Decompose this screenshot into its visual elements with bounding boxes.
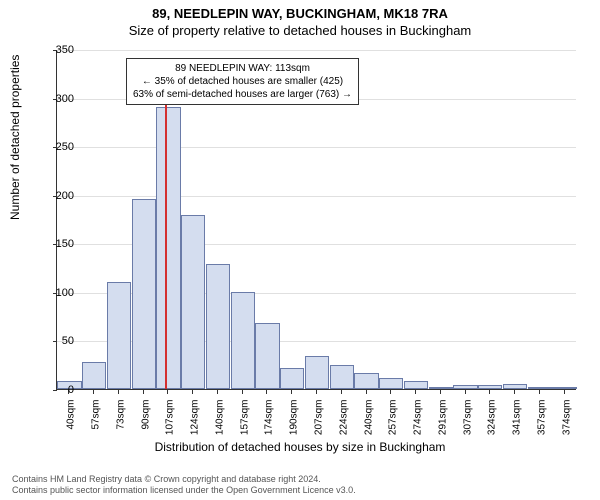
histogram-bar [156, 107, 180, 389]
histogram-bar [404, 381, 428, 389]
histogram-bar [82, 362, 106, 389]
gridline [57, 147, 576, 148]
x-tick-mark [118, 390, 119, 394]
histogram-bar [503, 384, 527, 389]
histogram-bar [255, 323, 279, 389]
x-axis-label: Distribution of detached houses by size … [0, 440, 600, 454]
y-tick-label: 150 [34, 238, 74, 250]
x-tick-mark [217, 390, 218, 394]
histogram-bar [231, 292, 255, 389]
chart-area: 89 NEEDLEPIN WAY: 113sqm ← 35% of detach… [56, 50, 576, 390]
histogram-bar [552, 387, 576, 389]
x-tick-mark [415, 390, 416, 394]
histogram-bar [453, 385, 477, 389]
x-tick-mark [167, 390, 168, 394]
histogram-bar [181, 215, 205, 389]
histogram-bar [379, 378, 403, 389]
y-tick-label: 200 [34, 190, 74, 202]
x-tick-mark [143, 390, 144, 394]
annotation-line1: 89 NEEDLEPIN WAY: 113sqm [133, 62, 352, 75]
x-tick-mark [440, 390, 441, 394]
y-axis-label: Number of detached properties [8, 55, 22, 220]
footer-line2: Contains public sector information licen… [12, 485, 356, 496]
x-tick-mark [366, 390, 367, 394]
footer-attribution: Contains HM Land Registry data © Crown c… [12, 474, 356, 497]
x-tick-mark [93, 390, 94, 394]
y-tick-label: 100 [34, 287, 74, 299]
histogram-bar [280, 368, 304, 389]
chart-subtitle: Size of property relative to detached ho… [0, 21, 600, 38]
histogram-bar [206, 264, 230, 389]
x-tick-mark [266, 390, 267, 394]
annotation-box: 89 NEEDLEPIN WAY: 113sqm ← 35% of detach… [126, 58, 359, 105]
histogram-bar [354, 373, 378, 389]
histogram-bar [132, 199, 156, 389]
y-tick-label: 50 [34, 335, 74, 347]
x-tick-mark [316, 390, 317, 394]
x-tick-mark [390, 390, 391, 394]
histogram-bar [478, 385, 502, 389]
histogram-bar [429, 387, 453, 389]
x-tick-mark [341, 390, 342, 394]
x-tick-mark [242, 390, 243, 394]
chart-container: 89, NEEDLEPIN WAY, BUCKINGHAM, MK18 7RA … [0, 0, 600, 500]
y-tick-label: 350 [34, 44, 74, 56]
y-tick-label: 250 [34, 141, 74, 153]
x-tick-mark [514, 390, 515, 394]
x-tick-mark [465, 390, 466, 394]
histogram-bar [305, 356, 329, 389]
annotation-line3: 63% of semi-detached houses are larger (… [133, 88, 352, 101]
x-tick-mark [564, 390, 565, 394]
reference-line [165, 73, 167, 389]
x-tick-mark [291, 390, 292, 394]
x-tick-mark [192, 390, 193, 394]
annotation-line2: ← 35% of detached houses are smaller (42… [133, 75, 352, 88]
histogram-bar [107, 282, 131, 389]
histogram-bar [528, 387, 552, 389]
chart-title-address: 89, NEEDLEPIN WAY, BUCKINGHAM, MK18 7RA [0, 0, 600, 21]
histogram-bar [330, 365, 354, 389]
footer-line1: Contains HM Land Registry data © Crown c… [12, 474, 356, 485]
gridline [57, 196, 576, 197]
x-tick-mark [489, 390, 490, 394]
gridline [57, 50, 576, 51]
x-tick-mark [539, 390, 540, 394]
y-tick-label: 0 [34, 384, 74, 396]
y-tick-label: 300 [34, 93, 74, 105]
